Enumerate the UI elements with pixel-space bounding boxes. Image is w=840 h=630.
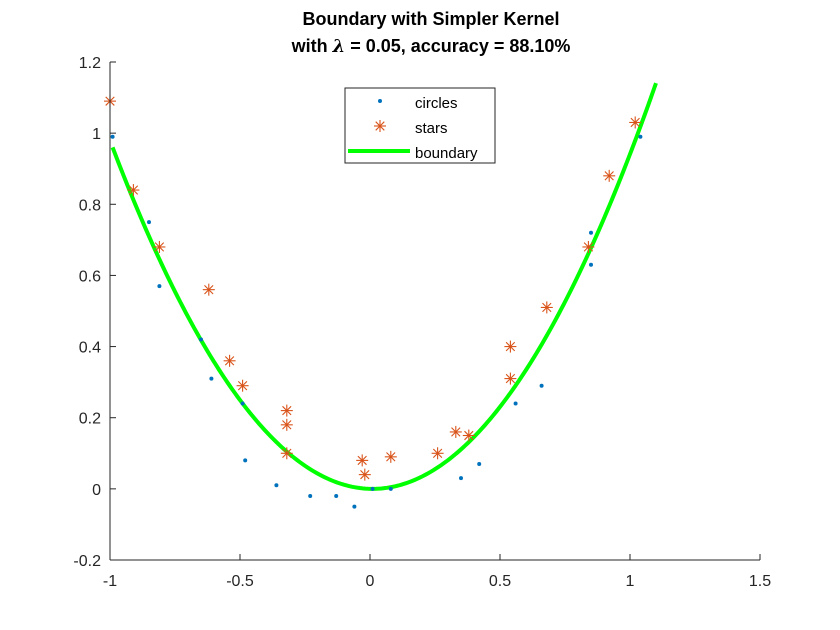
- legend-marker-stars: [374, 120, 386, 132]
- circle-point: [110, 134, 115, 139]
- star-point: [629, 116, 642, 129]
- x-tick-label: -0.5: [226, 573, 254, 590]
- y-tick-label: 0.2: [79, 411, 101, 428]
- star-point: [223, 354, 236, 367]
- star-point: [384, 450, 397, 463]
- star-point: [504, 372, 517, 385]
- star-point: [449, 425, 462, 438]
- x-tick-label: 0: [366, 573, 375, 590]
- circle-point: [513, 401, 518, 406]
- chart-subtitle: with λ = 0.05, accuracy = 88.10%: [291, 36, 571, 57]
- circle-point: [147, 220, 151, 225]
- y-tick-label: 1.2: [79, 55, 101, 72]
- star-point: [582, 240, 595, 253]
- legend-label-circles: circles: [415, 95, 458, 112]
- star-point: [153, 240, 166, 253]
- circle-point: [589, 262, 593, 267]
- star-point: [280, 418, 293, 431]
- circle-point: [638, 134, 643, 139]
- circle-point: [589, 230, 593, 235]
- chart-title: Boundary with Simpler Kernel: [302, 9, 559, 29]
- star-point: [202, 283, 215, 296]
- circle-point: [388, 486, 393, 491]
- star-point: [462, 429, 475, 442]
- y-tick-label: 0: [92, 482, 101, 499]
- circle-point: [370, 486, 375, 491]
- circle-point: [240, 401, 245, 406]
- x-tick-label: 0.5: [489, 573, 511, 590]
- circle-point: [209, 376, 214, 381]
- circle-point: [459, 476, 463, 481]
- subtitle-lambda-symbol: λ: [332, 36, 346, 57]
- legend-label-stars: stars: [415, 120, 448, 137]
- circle-point: [243, 458, 248, 463]
- x-tick-label: -1: [103, 573, 117, 590]
- y-tick-label: -0.2: [73, 553, 101, 570]
- x-tick-label: 1: [626, 573, 635, 590]
- y-tick-label: 0.4: [79, 340, 101, 357]
- star-point: [431, 447, 444, 460]
- circle-point: [334, 493, 339, 498]
- legend: circles stars boundary: [344, 87, 496, 164]
- legend-star: [374, 120, 386, 132]
- x-tick-label: 1.5: [749, 573, 771, 590]
- boundary-curve: [110, 82, 658, 491]
- star-point: [236, 379, 249, 392]
- star-point: [603, 169, 616, 182]
- legend-label-boundary: boundary: [415, 145, 478, 162]
- y-tick-label: 0.8: [79, 197, 101, 214]
- star-point: [280, 447, 293, 460]
- circle-point: [157, 284, 162, 289]
- circle-point: [274, 483, 279, 488]
- star-point: [127, 184, 140, 197]
- legend-dot: [378, 99, 382, 103]
- star-point: [540, 301, 553, 314]
- star-point: [356, 454, 369, 467]
- subtitle-suffix: = 0.05, accuracy = 88.10%: [345, 36, 570, 56]
- circle-point: [352, 504, 357, 509]
- circle-point: [539, 383, 544, 388]
- y-tick-label: 0.6: [79, 268, 101, 285]
- legend-marker-circles: [378, 99, 382, 103]
- star-point: [504, 340, 517, 353]
- y-tick-label: 1: [92, 126, 101, 143]
- circle-point: [199, 337, 203, 342]
- star-point: [280, 404, 293, 417]
- subtitle-prefix: with: [291, 36, 333, 56]
- circle-point: [477, 461, 482, 466]
- circle-point: [308, 493, 313, 498]
- star-point: [358, 468, 371, 481]
- axes: -1 -0.5 0 0.5 1 1.5 -0.2 0 0.2 0.4 0.6 0.8 1 1.2: [73, 55, 771, 590]
